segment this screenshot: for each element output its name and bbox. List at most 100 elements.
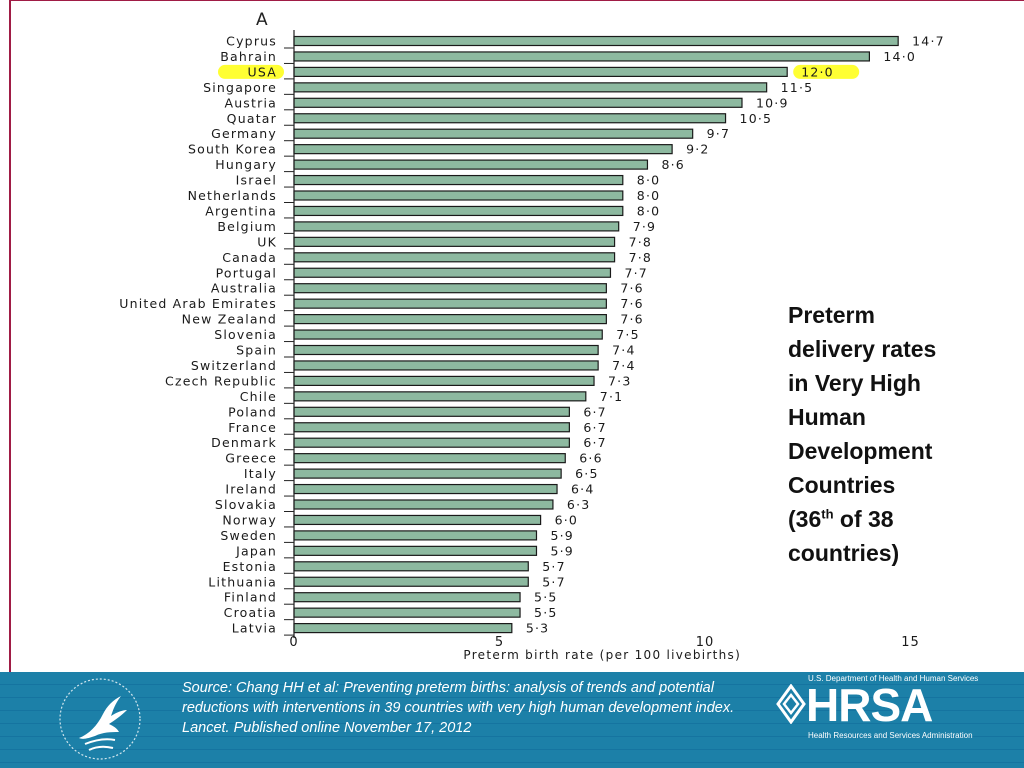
category-label: Slovakia [215, 497, 277, 512]
bar [293, 344, 599, 356]
value-label: 6·7 [583, 404, 606, 419]
category-label: France [228, 420, 277, 435]
caption-line: Human [788, 404, 866, 430]
bar [293, 514, 542, 526]
value-label: 7·8 [629, 234, 652, 249]
bar [293, 82, 768, 93]
bar [293, 561, 529, 572]
value-label: 6·5 [575, 466, 598, 481]
category-label: United Arab Emirates [119, 296, 277, 311]
value-label: 11·5 [781, 80, 814, 95]
bar [293, 267, 612, 278]
bar [293, 159, 649, 170]
bar [293, 607, 521, 618]
category-label: Australia [211, 281, 277, 296]
value-label: 8·0 [637, 203, 660, 218]
bar [293, 468, 562, 479]
value-label: 10·9 [756, 95, 789, 110]
category-label: Poland [228, 404, 277, 419]
category-label: Italy [244, 466, 277, 481]
caption-line: in Very High [788, 370, 921, 396]
category-label: Cyprus [226, 34, 277, 49]
value-label: 5·7 [542, 574, 565, 589]
category-label: Estonia [223, 559, 277, 574]
category-label: Denmark [211, 435, 277, 450]
value-label: 6·6 [579, 451, 602, 466]
value-label: 5·3 [526, 621, 549, 636]
category-label: Switzerland [191, 358, 277, 373]
value-label: 6·7 [583, 435, 606, 450]
bar [293, 205, 624, 217]
bar [293, 97, 743, 108]
value-label: 9·7 [707, 126, 730, 141]
chart-caption: Preterm delivery rates in Very High Huma… [788, 298, 988, 570]
bar [293, 174, 624, 186]
caption-line: Development [788, 438, 933, 464]
bar [293, 576, 529, 587]
bar [293, 252, 616, 263]
x-tick-label: 15 [901, 635, 920, 650]
category-label: Belgium [217, 219, 277, 234]
x-tick-label: 5 [495, 635, 504, 650]
bar [293, 375, 595, 386]
category-label: Argentina [205, 203, 277, 218]
value-label: 7·4 [612, 343, 635, 358]
source-citation: Source: Chang HH et al: Preventing prete… [182, 680, 735, 736]
bar [293, 283, 607, 294]
category-label: Ireland [225, 482, 277, 497]
bar [293, 128, 694, 139]
bar [293, 314, 607, 325]
footer-banner: Source: Chang HH et al: Preventing prete… [0, 672, 1024, 768]
value-label: 8·0 [637, 188, 660, 203]
caption-rank: (36 [788, 506, 822, 532]
bar [293, 592, 521, 603]
top-accent-rule [9, 0, 1024, 1]
bar [293, 422, 570, 433]
value-label: 14·0 [883, 49, 916, 64]
category-label: Finland [224, 590, 277, 605]
panel-label: A [256, 10, 268, 30]
bar [293, 622, 513, 634]
value-label: 5·5 [534, 605, 557, 620]
category-label: South Korea [188, 142, 277, 157]
value-label: 14·7 [912, 34, 945, 49]
category-label: Sweden [220, 528, 277, 543]
category-label: New Zealand [182, 312, 277, 327]
category-label: Croatia [224, 605, 277, 620]
bar [293, 360, 599, 371]
category-label: UK [257, 234, 277, 249]
category-label: Latvia [232, 621, 277, 636]
bar [293, 236, 616, 247]
value-label: 7·1 [600, 389, 623, 404]
category-label: Lithuania [208, 574, 277, 589]
category-label: Greece [225, 451, 277, 466]
value-label: 6·0 [555, 512, 578, 527]
bar [293, 113, 727, 124]
bar [293, 545, 538, 556]
bar [293, 437, 570, 448]
value-label: 5·9 [550, 528, 573, 543]
category-label: Austria [224, 95, 277, 110]
value-label: 7·6 [620, 281, 643, 296]
category-label: Germany [211, 126, 277, 141]
bar [293, 298, 607, 309]
category-label: Spain [236, 343, 277, 358]
caption-rank-total: of 38 [833, 506, 894, 532]
caption-line: countries) [788, 540, 900, 566]
value-label: 7·5 [616, 327, 639, 342]
left-accent-rule [9, 0, 11, 672]
value-label: 6·3 [567, 497, 590, 512]
value-label: 10·5 [740, 111, 773, 126]
category-label: Hungary [215, 157, 277, 172]
highlight-category-pill [218, 64, 284, 79]
value-label: 9·2 [686, 142, 709, 157]
category-label: Netherlands [188, 188, 277, 203]
preterm-bar-chart: A Cyprus 14·7 Bahrain 14·0 USA 12·0 Singapore 1… [119, 10, 945, 662]
category-label: Bahrain [220, 49, 277, 64]
category-label: Israel [236, 173, 277, 188]
category-label: Portugal [216, 265, 277, 280]
value-label: 7·4 [612, 358, 635, 373]
bar [293, 499, 554, 510]
value-label: 6·7 [583, 420, 606, 435]
hrsa-agency-text: Health Resources and Services Administra… [808, 731, 973, 740]
